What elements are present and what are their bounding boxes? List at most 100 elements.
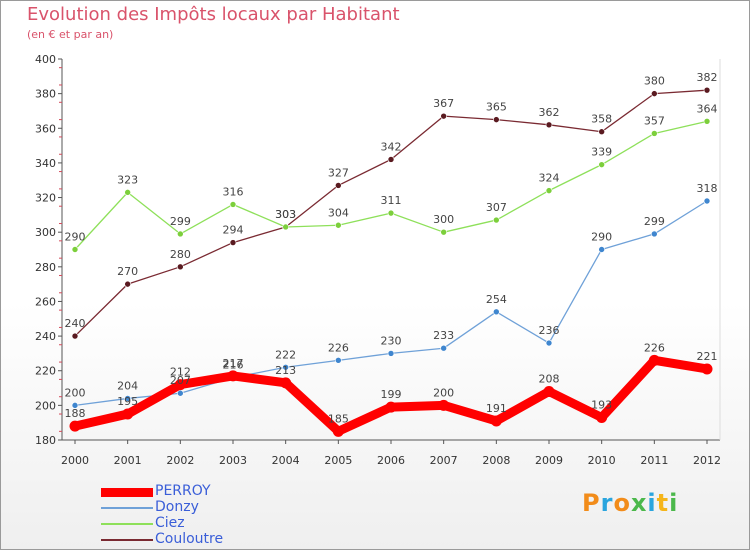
data-point-couloutre	[493, 116, 500, 123]
x-tick-label: 2011	[640, 454, 668, 467]
data-label-couloutre: 365	[486, 101, 507, 114]
data-point-donzy	[177, 389, 184, 397]
data-point-couloutre	[124, 280, 131, 288]
data-point-ciez	[124, 189, 131, 196]
data-label-couloutre: 342	[381, 140, 402, 153]
data-point-couloutre	[703, 86, 711, 94]
data-label-couloutre: 367	[433, 97, 454, 110]
data-point-perroy	[174, 379, 186, 391]
data-label-ciez: 357	[644, 114, 665, 127]
data-label-couloutre: 294	[223, 224, 244, 237]
data-point-perroy	[701, 363, 713, 375]
brand-logo: Proxiti	[582, 489, 678, 517]
legend-label: PERROY	[155, 483, 211, 499]
data-label-perroy: 191	[486, 402, 507, 415]
data-label-donzy: 200	[65, 386, 86, 399]
x-tick-label: 2000	[61, 454, 89, 467]
data-point-couloutre	[335, 182, 342, 189]
y-tick-label: 240	[35, 330, 56, 343]
data-label-donzy: 254	[486, 293, 507, 306]
brand-letter: i	[647, 489, 657, 517]
data-point-donzy	[71, 402, 79, 409]
data-label-ciez: 339	[591, 146, 612, 159]
brand-letter: x	[630, 489, 648, 517]
data-label-perroy: 221	[697, 350, 718, 363]
chart-subtitle: (en € et par an)	[27, 28, 114, 41]
data-label-ciez: 299	[170, 215, 191, 228]
data-point-donzy	[387, 350, 395, 357]
data-point-couloutre	[387, 156, 395, 163]
data-label-donzy: 318	[697, 182, 718, 195]
y-tick-label: 280	[35, 261, 56, 274]
data-label-couloutre: 280	[170, 248, 191, 261]
data-point-couloutre	[71, 332, 79, 340]
data-point-ciez	[229, 201, 237, 208]
legend-label: Donzy	[155, 499, 199, 515]
data-label-couloutre: 382	[697, 71, 718, 84]
data-label-perroy: 200	[433, 386, 454, 399]
data-label-donzy: 299	[644, 215, 665, 228]
brand-letter: P	[582, 489, 601, 517]
data-point-perroy	[122, 408, 134, 420]
data-point-donzy	[598, 246, 605, 253]
data-label-ciez: 324	[539, 172, 560, 185]
data-label-couloutre: 270	[117, 265, 138, 278]
data-label-ciez: 311	[381, 194, 402, 207]
data-point-ciez	[493, 216, 500, 224]
data-label-couloutre: 303	[275, 208, 296, 221]
data-label-perroy: 208	[539, 373, 560, 386]
data-point-couloutre	[651, 90, 658, 97]
legend-label: Ciez	[155, 515, 185, 531]
data-point-donzy	[545, 339, 553, 347]
data-label-ciez: 316	[223, 185, 244, 198]
y-tick-label: 360	[35, 122, 56, 135]
data-label-donzy: 230	[381, 334, 402, 347]
brand-letter: o	[613, 489, 631, 517]
legend-swatch	[101, 523, 153, 525]
data-label-ciez: 304	[328, 206, 349, 219]
x-tick-label: 2002	[166, 454, 194, 467]
data-point-ciez	[651, 130, 658, 137]
data-point-ciez	[282, 223, 289, 231]
data-label-perroy: 188	[65, 407, 86, 420]
axes	[61, 59, 721, 441]
data-point-couloutre	[440, 112, 447, 120]
data-point-couloutre	[598, 128, 605, 136]
data-point-couloutre	[229, 239, 237, 246]
data-label-couloutre: 240	[65, 317, 86, 330]
legend-swatch	[101, 487, 153, 497]
data-label-perroy: 185	[328, 412, 349, 425]
data-point-ciez	[71, 246, 79, 253]
x-tick-label: 2003	[219, 454, 247, 467]
x-tick-label: 2007	[430, 454, 458, 467]
data-label-perroy: 217	[223, 357, 244, 370]
data-point-perroy	[385, 401, 397, 413]
legend-swatch	[101, 507, 153, 509]
series-lines	[69, 86, 713, 437]
y-axis-ticks: 180 200 220 240 260 280 300 320 340 360 380 400	[35, 53, 62, 447]
data-label-couloutre: 362	[539, 106, 560, 119]
y-tick-label: 320	[35, 192, 56, 205]
data-label-perroy: 195	[117, 395, 138, 408]
data-point-perroy	[69, 420, 81, 432]
data-point-perroy	[543, 386, 555, 398]
data-point-donzy	[440, 344, 447, 352]
data-label-perroy: 199	[381, 388, 402, 401]
data-label-ciez: 303	[275, 208, 296, 221]
data-point-donzy	[335, 357, 342, 364]
y-tick-label: 260	[35, 295, 56, 308]
data-point-ciez	[440, 228, 447, 236]
data-labels: 240 270 280 294 303 327 342 367 365 362 358 380 382 2…	[65, 71, 718, 425]
data-point-donzy	[282, 363, 289, 371]
data-label-perroy: 213	[275, 364, 296, 377]
data-label-perroy: 193	[591, 398, 612, 411]
data-point-couloutre	[177, 263, 184, 271]
data-point-perroy	[438, 399, 450, 411]
data-point-donzy	[124, 395, 131, 402]
y-tick-label: 380	[35, 88, 56, 101]
x-tick-label: 2006	[377, 454, 405, 467]
data-point-perroy	[596, 411, 608, 423]
data-point-perroy	[280, 377, 292, 389]
data-point-ciez	[545, 187, 553, 194]
